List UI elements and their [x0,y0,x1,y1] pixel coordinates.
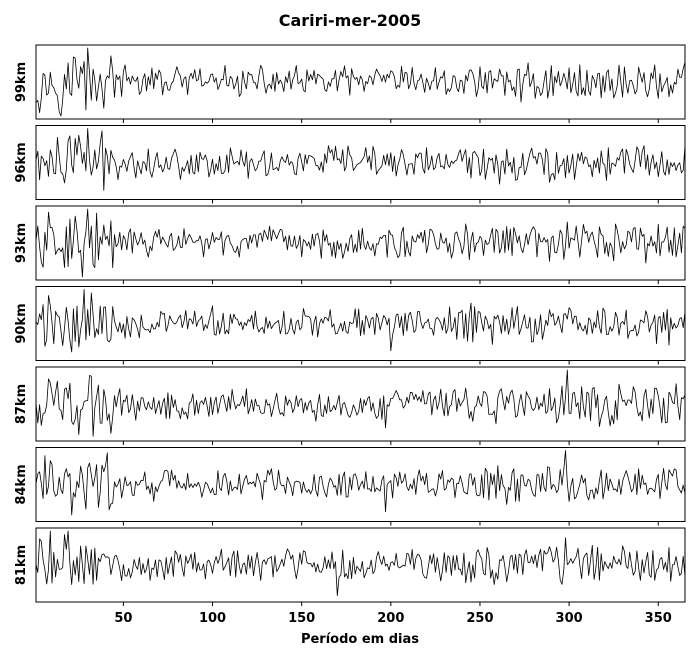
panel-84km: 84km [14,447,686,526]
panel-frame [35,125,686,200]
panel-frame [35,447,686,522]
x-tick-label: 250 [466,611,493,626]
x-tick-label: 200 [377,611,404,626]
panel-label: 93km [14,223,29,263]
panel-99km: 99km [14,44,686,123]
panel-frame [35,205,686,281]
x-tick-label: 300 [556,611,583,626]
panel-label: 84km [14,464,29,504]
panel-label: 81km [14,545,29,585]
x-axis-label: Período em dias [301,632,419,647]
panel-frame [35,366,686,442]
panel-frame [35,44,686,120]
panel-81km: 81km [14,527,686,606]
series-line-81km [35,530,686,596]
panel-label: 99km [14,62,29,102]
panel-87km: 87km [14,366,686,445]
panel-frame [35,527,686,603]
series-line-87km [35,369,686,437]
panel-96km: 96km [14,125,686,204]
panel-frame [35,286,686,361]
panel-93km: 93km [14,205,686,284]
x-axis-ticks: 50 100 150 200 250 300 350 [114,611,672,626]
panel-label: 87km [14,384,29,424]
series-line-93km [35,208,686,278]
chart-title: Cariri-mer-2005 [279,11,422,30]
series-line-99km [35,47,686,117]
panel-label: 90km [14,303,29,343]
x-tick-label: 50 [114,611,132,626]
series-line-84km [35,450,686,516]
x-tick-label: 150 [288,611,315,626]
panel-label: 96km [14,142,29,182]
x-tick-label: 350 [645,611,672,626]
panels-group: 99km 96km 93km 90km 87km 84km 81km [14,44,686,606]
x-tick-label: 100 [199,611,226,626]
series-line-90km [35,289,686,353]
panel-90km: 90km [14,286,686,365]
series-line-96km [35,128,686,191]
